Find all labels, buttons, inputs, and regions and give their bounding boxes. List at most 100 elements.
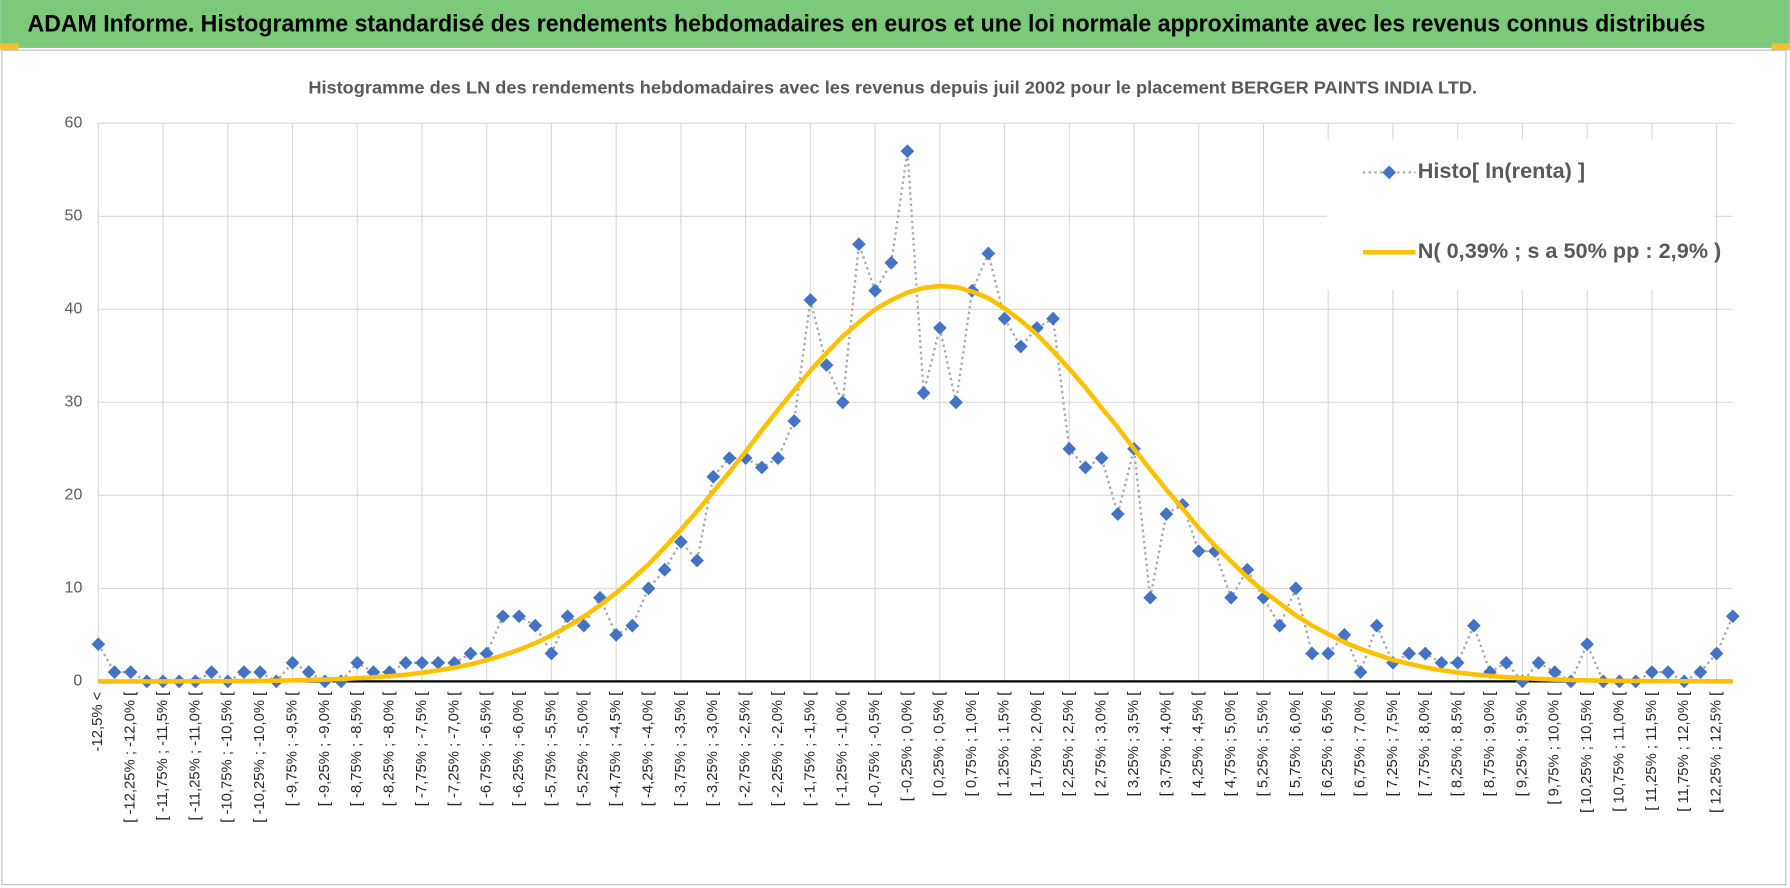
x-tick-label: [ -5,25% ; -5,0% [	[576, 692, 592, 807]
data-point	[1661, 665, 1675, 679]
x-tick-label: [ 10,25% ; 10,5% [	[1579, 692, 1595, 813]
legend-marker	[1382, 165, 1397, 180]
x-tick-label: [ 0,25% ; 0,5% [	[932, 692, 948, 797]
series-line	[97, 151, 1734, 684]
data-point	[900, 144, 915, 159]
x-tick-label: [ 8,25% ; 8,5% [	[1450, 692, 1466, 797]
x-tick-label: [ 10,75% ; 11,0% [	[1611, 692, 1627, 812]
header-bar	[0, 0, 1790, 48]
x-tick-label: [ -8,75% ; -8,5% [	[349, 692, 365, 807]
x-tick-label: [ -3,75% ; -3,5% [	[673, 692, 689, 807]
x-tick-label: [ -12,25% ; -12,0% [	[123, 692, 139, 823]
x-tick-label: [ -9,75% ; -9,5% [	[284, 692, 300, 807]
data-point	[609, 628, 624, 642]
data-point	[1094, 451, 1109, 466]
data-point	[301, 665, 316, 679]
x-tick-label: [ -7,75% ; -7,5% [	[414, 692, 430, 807]
data-point	[1693, 665, 1708, 679]
data-point	[1321, 646, 1336, 661]
x-tick-label: -12,5% <	[90, 692, 106, 752]
header-accent	[1771, 43, 1790, 51]
data-point	[884, 255, 899, 270]
data-point	[932, 321, 947, 335]
data-point	[1159, 507, 1174, 521]
x-tick-label: [ -10,75% ; -10,5% [	[220, 692, 236, 823]
data-point	[1434, 655, 1449, 670]
data-point	[835, 395, 850, 410]
data-point	[1418, 646, 1433, 661]
chart-title: Histogramme des LN des rendements hebdom…	[308, 79, 1477, 98]
x-tick-label: [ -1,75% ; -1,5% [	[802, 692, 818, 807]
y-tick-label: 0	[73, 673, 82, 690]
x-tick-label: [ -11,25% ; -11,0% [	[187, 692, 203, 821]
page-title: ADAM Informe. Histogramme standardisé de…	[28, 10, 1706, 37]
data-point	[431, 655, 445, 670]
x-tick-label: [ 2,75% ; 3,0% [	[1094, 692, 1110, 797]
data-point	[1402, 646, 1416, 661]
data-point	[415, 655, 429, 670]
x-tick-label: [ 7,25% ; 7,5% [	[1385, 692, 1401, 797]
data-point	[868, 283, 882, 298]
data-point	[916, 386, 931, 400]
data-point	[237, 665, 251, 679]
data-point	[1645, 665, 1659, 679]
x-tick-label: [ -10,25% ; -10,0% [	[252, 692, 268, 823]
x-tick-label: [ -4,25% ; -4,0% [	[640, 692, 656, 807]
x-tick-label: [ -4,75% ; -4,5% [	[608, 692, 624, 807]
data-point	[1305, 646, 1319, 661]
data-point	[1013, 339, 1028, 354]
x-tick-label: [ -5,75% ; -5,5% [	[543, 692, 559, 807]
x-tick-label: [ 9,75% ; 10,0% [	[1547, 692, 1563, 805]
x-tick-label: [ 5,25% ; 5,5% [	[1255, 692, 1271, 797]
x-tick-label: [ 3,75% ; 4,0% [	[1158, 692, 1174, 797]
header-accent	[0, 43, 19, 51]
x-tick-label: [ 7,75% ; 8,0% [	[1417, 692, 1433, 797]
data-point	[1547, 665, 1562, 679]
data-point	[1531, 655, 1546, 670]
x-tick-label: [ -2,75% ; -2,5% [	[738, 692, 754, 807]
data-point	[1709, 646, 1724, 661]
y-tick-label: 60	[65, 114, 83, 131]
data-point	[560, 609, 575, 624]
data-point	[91, 637, 106, 652]
data-point	[1046, 311, 1060, 326]
x-tick-label: [ 11,25% ; 11,5% [	[1644, 692, 1660, 811]
x-tick-label: [ 9,25% ; 9,5% [	[1514, 692, 1530, 797]
data-point	[1224, 590, 1238, 605]
x-tick-label: [ 12,25% ; 12,5% [	[1709, 692, 1725, 813]
x-tick-label: [ -1,25% ; -1,0% [	[835, 692, 851, 807]
data-point	[803, 293, 818, 307]
data-point	[1499, 655, 1514, 670]
x-tick-label: [ -11,75% ; -11,5% [	[155, 692, 171, 821]
x-tick-label: [ -6,25% ; -6,0% [	[511, 692, 527, 807]
data-point	[350, 655, 365, 670]
data-point	[123, 665, 138, 679]
data-point	[787, 414, 802, 428]
grid: 0 10 20 30 40 50 60 -12,5% < [ -12,25% ; -12,0% …	[65, 114, 1733, 823]
data-point	[285, 655, 300, 670]
x-tick-label: [ -6,75% ; -6,5% [	[479, 692, 495, 807]
x-tick-label: [ -0,75% ; -0,5% [	[867, 692, 883, 807]
data-point	[204, 665, 219, 679]
normal-curve	[98, 283, 1733, 684]
data-point	[1062, 442, 1077, 456]
x-tick-label: [ 4,25% ; 4,5% [	[1191, 692, 1207, 797]
data-point	[771, 451, 785, 466]
chart-frame	[1, 49, 1787, 886]
data-point	[1110, 507, 1125, 521]
y-tick-label: 50	[65, 208, 83, 225]
x-tick-label: [ -7,25% ; -7,0% [	[446, 692, 462, 807]
legend-label: Histo[ ln(renta) ]	[1418, 158, 1585, 183]
data-point	[1353, 665, 1368, 679]
legend-label: N( 0,39% ; s a 50% pp : 2,9% )	[1418, 238, 1722, 263]
x-tick-label: [ 1,75% ; 2,0% [	[1029, 692, 1045, 797]
x-tick-label: [ -8,25% ; -8,0% [	[382, 692, 398, 807]
x-tick-label: [ 4,75% ; 5,0% [	[1223, 692, 1239, 797]
y-tick-label: 40	[65, 301, 83, 318]
data-point	[1725, 609, 1740, 624]
y-tick-label: 30	[65, 394, 83, 411]
x-tick-label: [ 2,25% ; 2,5% [	[1061, 692, 1077, 797]
x-tick-label: [ 0,75% ; 1,0% [	[964, 692, 980, 797]
